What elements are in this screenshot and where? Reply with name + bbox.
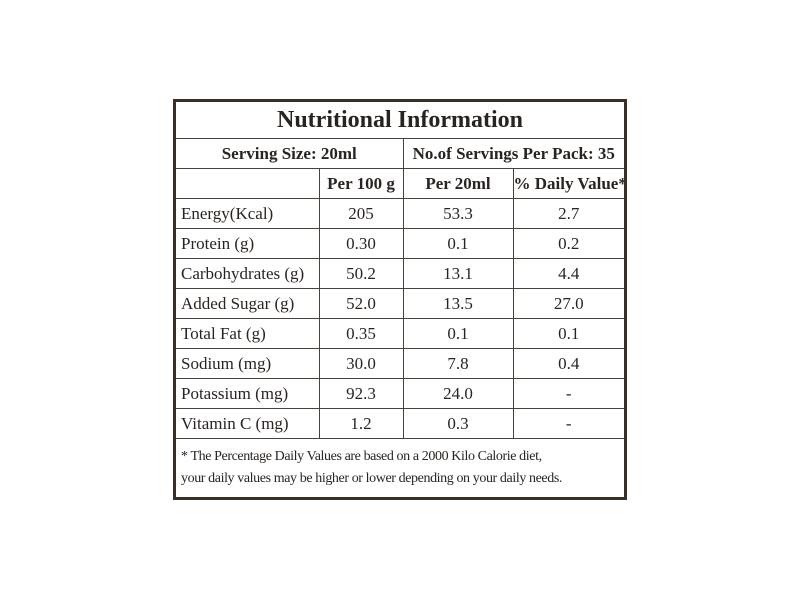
- nutrition-table: Nutritional Information Serving Size: 20…: [176, 102, 624, 497]
- nutrient-value: 0.1: [512, 318, 624, 349]
- nutrient-value: 7.8: [402, 348, 514, 379]
- nutrient-value: 1.2: [318, 408, 404, 439]
- footnote: * The Percentage Daily Values are based …: [176, 438, 624, 497]
- nutrient-name: Potassium (mg): [176, 378, 320, 409]
- title: Nutritional Information: [176, 102, 624, 139]
- nutrient-value: 0.35: [318, 318, 404, 349]
- nutrient-name: Added Sugar (g): [176, 288, 320, 319]
- nutrient-value: 205: [318, 198, 404, 229]
- nutrition-panel: Nutritional Information Serving Size: 20…: [173, 99, 627, 500]
- nutrient-value: 0.1: [402, 228, 514, 259]
- table-row: Vitamin C (mg) 1.2 0.3-: [176, 408, 624, 439]
- nutrient-value: 50.2: [318, 258, 404, 289]
- column-header: % Daily Value*: [512, 168, 624, 199]
- table-row: Total Fat (g) 0.35 0.1 0.1: [176, 318, 624, 349]
- nutrient-value: 13.1: [402, 258, 514, 289]
- nutrient-value: 13.5: [402, 288, 514, 319]
- footnote-line: your daily values may be higher or lower…: [181, 471, 562, 486]
- table-row: Carbohydrates (g) 50.2 13.1 4.4: [176, 258, 624, 289]
- nutrient-name: Sodium (mg): [176, 348, 320, 379]
- nutrient-value: 92.3: [318, 378, 404, 409]
- nutrient-name: Energy(Kcal): [176, 198, 320, 229]
- table-row: Potassium (mg) 92.3 24.0-: [176, 378, 624, 409]
- footnote-line: * The Percentage Daily Values are based …: [181, 449, 542, 464]
- column-header: Per 20ml: [402, 168, 514, 199]
- nutrient-value: 27.0: [512, 288, 624, 319]
- table-row: Protein (g) 0.30 0.1 0.2: [176, 228, 624, 259]
- column-header: Per 100 g: [318, 168, 404, 199]
- table-row: Energy(Kcal) 205 53.3 2.7: [176, 198, 624, 229]
- nutrient-value: 4.4: [512, 258, 624, 289]
- nutrient-name: Total Fat (g): [176, 318, 320, 349]
- nutrient-value: 0.2: [512, 228, 624, 259]
- nutrient-value: 52.0: [318, 288, 404, 319]
- nutrient-value: 2.7: [512, 198, 624, 229]
- table-row: Added Sugar (g) 52.0 13.5 27.0: [176, 288, 624, 319]
- nutrient-value: 0.3: [402, 408, 514, 439]
- nutrient-name: Carbohydrates (g): [176, 258, 320, 289]
- serving-size: Serving Size: 20ml: [176, 138, 404, 169]
- header-blank: [176, 168, 320, 199]
- nutrient-value: 30.0: [318, 348, 404, 379]
- nutrient-value: 0.4: [512, 348, 624, 379]
- nutrient-value: 24.0: [402, 378, 514, 409]
- nutrient-name: Protein (g): [176, 228, 320, 259]
- footnote-row: * The Percentage Daily Values are based …: [176, 438, 624, 497]
- nutrient-value: -: [512, 408, 624, 439]
- nutrient-value: 0.1: [402, 318, 514, 349]
- nutrient-value: 0.30: [318, 228, 404, 259]
- servings-per-pack: No.of Servings Per Pack: 35: [402, 138, 624, 169]
- nutrient-name: Vitamin C (mg): [176, 408, 320, 439]
- nutrient-value: -: [512, 378, 624, 409]
- table-row: Sodium (mg) 30.0 7.8 0.4: [176, 348, 624, 379]
- nutrient-value: 53.3: [402, 198, 514, 229]
